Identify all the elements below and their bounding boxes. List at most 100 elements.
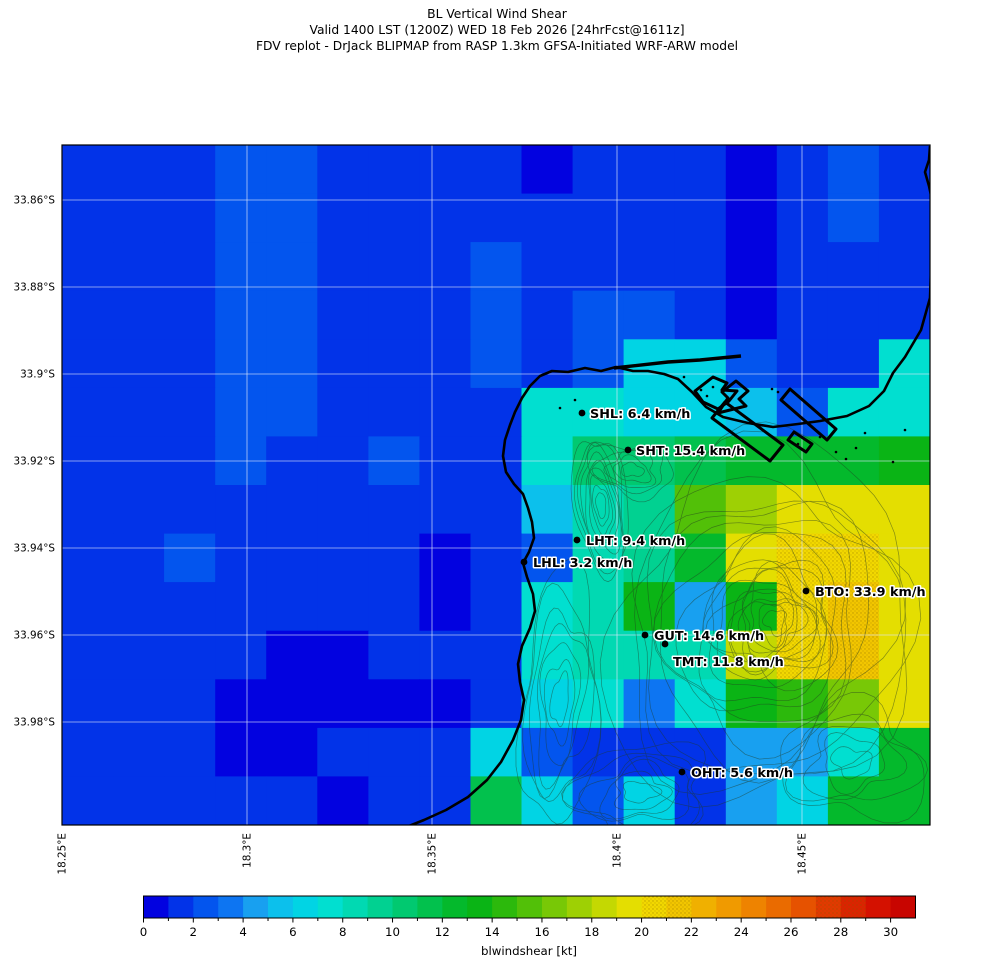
heatmap-cell [419,485,472,535]
contour-line [698,533,827,702]
y-axis-tick-label: 33.9°S [20,369,55,381]
heatmap-cell [317,290,369,340]
heatmap-cell [419,193,472,243]
heatmap-cell [674,339,727,389]
heatmap-cell [215,679,267,729]
contour-line [785,713,928,802]
contour-line [737,601,785,660]
contour-line [727,560,821,673]
heatmap-cell [368,533,421,583]
x-axis-tick-label: 18.4°E [612,833,624,868]
heatmap-cell [623,776,676,825]
heatmap-cell [62,339,114,389]
colorbar-segment-stipple [840,896,867,918]
heatmap-cell [725,193,778,243]
heatmap-cell [521,339,574,389]
colorbar-tick-label: 6 [289,925,297,939]
colorbar-tick-label: 16 [534,925,549,939]
contour-line [622,780,663,804]
y-axis-tick-label: 33.88°S [13,282,55,294]
heatmap-cell [62,776,114,825]
heatmap-cell [419,339,472,389]
colorbar-segment-stipple [641,896,667,918]
station-marker [624,446,632,454]
heatmap-cell [317,145,369,195]
heatmap-cell [674,485,727,535]
heatmap-cell [419,582,472,632]
contour-line [621,461,645,477]
heatmap-cell [878,485,930,535]
heatmap-cell [164,242,216,292]
contour-line [741,588,820,654]
y-axis-tick-label: 33.94°S [13,543,55,555]
heatmap-cell [113,290,165,340]
colorbar-tick-label: 8 [339,925,347,939]
heatmap-cell [521,582,574,632]
colorbar-segment [367,896,393,918]
heatmap-cell [674,242,727,292]
graticule-layer [62,145,930,825]
contour-line [824,732,886,795]
station-label: TMT: 11.8 km/h [673,655,784,670]
colorbar-tick-label: 20 [634,925,649,939]
heatmap-cell [317,727,369,778]
heatmap-cell [368,339,421,389]
heatmap-cell [521,242,574,292]
x-axis-tick-label: 18.35°E [427,833,439,875]
heatmap-cell-stipple [827,533,880,583]
x-axis-tick-label: 18.45°E [797,833,809,875]
contour-line [549,670,569,728]
heatmap-cell [215,387,267,438]
heatmap-cell [827,290,880,340]
heatmap-cell [572,145,625,195]
map-speck [682,375,686,379]
station-label: GUT: 14.6 km/h [654,629,764,644]
heatmap-cell [164,387,216,438]
contour-line [599,758,680,820]
heatmap-cell [215,339,267,389]
heatmap-cell [776,145,829,195]
colorbar: 0 2 4 6 8 10 12 14 16 18 20 22 24 26 28 30 [140,895,916,939]
heatmap-cell [827,193,880,243]
colorbar-segment [616,896,643,918]
station-marker [802,587,810,595]
colorbar-segment-stipple [815,896,842,918]
heatmap-cell [215,582,267,632]
heatmap-cell [470,339,523,389]
heatmap-cell [368,485,421,535]
heatmap-cell [368,145,421,195]
colorbar-tick-label: 30 [883,925,898,939]
heatmap-cell [266,727,318,778]
heatmap-cell [62,290,114,340]
heatmap-cell [317,679,369,729]
y-axis-tick-label: 33.98°S [13,717,55,729]
contour-line [528,607,595,800]
heatmap-cell [215,727,267,778]
heatmap-cell [113,242,165,292]
colorbar-segment [890,896,916,918]
heatmap-cell [164,582,216,632]
harbor-structure [779,387,838,442]
heatmap-cell [827,242,880,292]
heatmap-cell [878,242,930,292]
colorbar-segment [317,896,344,918]
heatmap-cell [164,630,216,680]
heatmap-cell [317,485,369,535]
heatmap-cell [521,387,574,438]
heatmap-cell [725,485,778,535]
map-speck [818,435,822,439]
colorbar-segment [766,896,792,918]
heatmap-cell [215,485,267,535]
map-speck [796,442,800,446]
colorbar-segment [791,896,817,918]
map-speck [854,446,858,450]
heatmap-cell [368,630,421,680]
heatmap-cell [572,727,625,778]
heatmap-cell [470,533,523,583]
contour-line [708,559,828,689]
heatmap-cell [623,679,676,729]
heatmap-cell [725,776,778,825]
heatmap-cell [164,776,216,825]
stations-layer: SHL: 6.4 km/h SHT: 15.4 km/h LHT: 9.4 km/h… [520,406,927,783]
contour-line [543,659,576,747]
